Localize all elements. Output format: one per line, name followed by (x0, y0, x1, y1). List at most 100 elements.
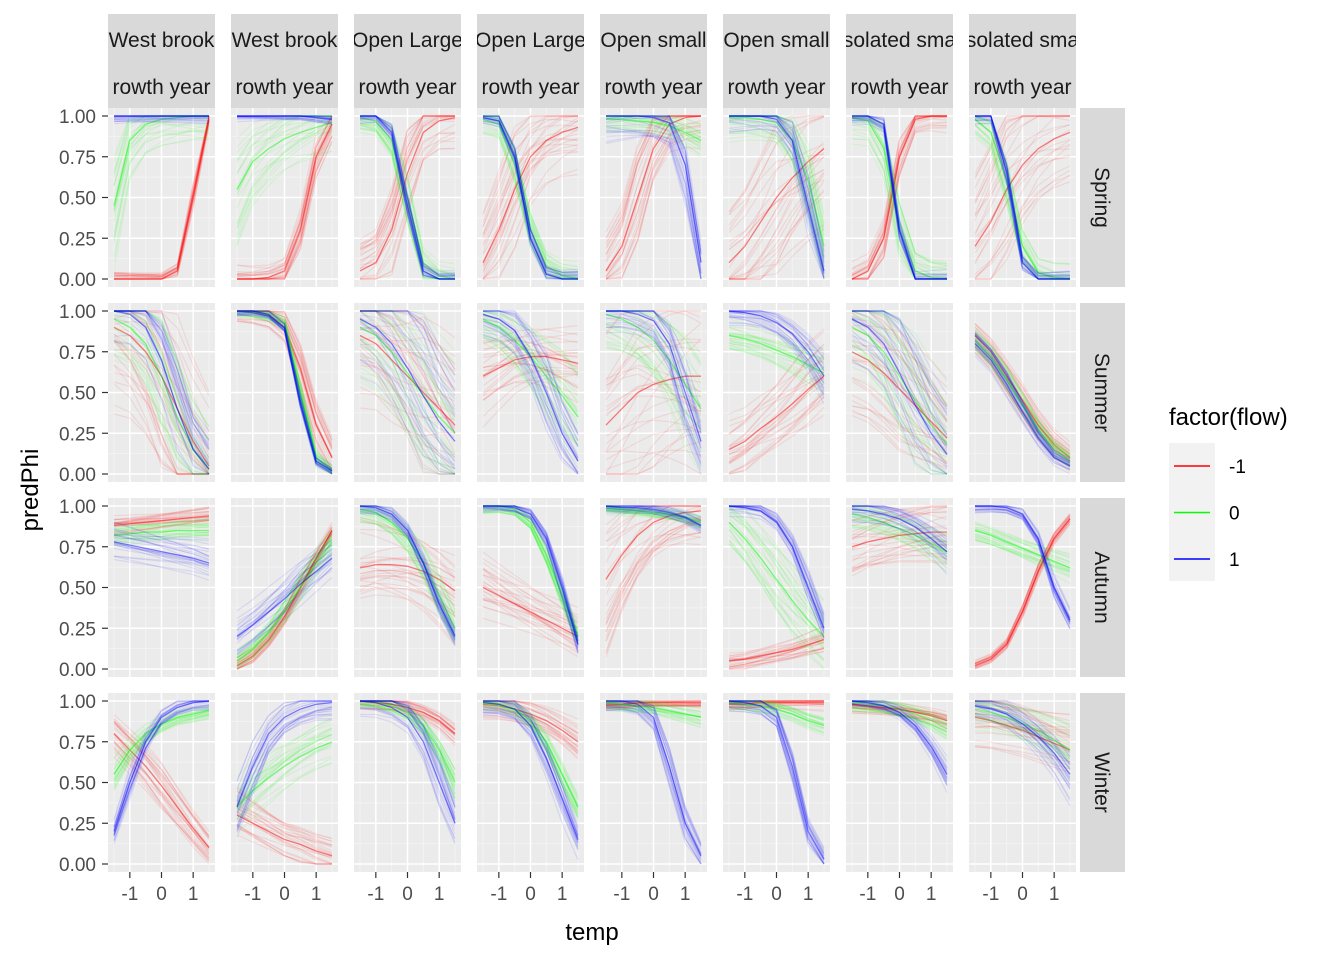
sample-line-flow--1 (359, 131, 456, 270)
sample-line-flow--1 (359, 565, 456, 627)
sample-line-flow--1 (728, 634, 825, 654)
sample-line-flow--1 (482, 374, 579, 428)
sample-line-flow-1 (114, 310, 210, 451)
sample-line-flow-0 (605, 347, 702, 430)
sample-line-flow--1 (113, 721, 210, 852)
sample-line-flow-0 (483, 115, 579, 268)
sample-line-flow-1 (113, 708, 210, 836)
sample-line-flow-0 (729, 700, 825, 726)
sample-line-flow-1 (236, 548, 333, 636)
sample-line-flow--1 (851, 310, 948, 406)
sample-line-flow-1 (482, 335, 579, 473)
sample-line-flow-1 (483, 700, 579, 844)
series-lines (728, 700, 825, 865)
series-line-flow-1 (729, 115, 825, 272)
sample-line-flow--1 (113, 751, 210, 860)
sample-line-flow--1 (482, 586, 579, 616)
sample-line-flow-1 (360, 505, 456, 634)
sample-line-flow--1 (482, 335, 579, 352)
sample-line-flow-1 (360, 700, 456, 795)
sample-line-flow--1 (728, 704, 825, 711)
sample-line-flow-1 (482, 510, 579, 646)
sample-line-flow--1 (605, 378, 702, 417)
sample-line-flow--1 (113, 115, 210, 280)
series-line-flow-0 (974, 529, 1071, 569)
sample-line-flow-0 (482, 312, 579, 415)
sample-line-flow--1 (974, 746, 1071, 763)
sample-line-flow-0 (728, 326, 825, 383)
sample-line-flow--1 (974, 181, 1071, 278)
sample-line-flow-0 (236, 541, 333, 670)
sample-line-flow-1 (359, 702, 456, 843)
sample-line-flow-0 (359, 372, 456, 431)
sample-line-flow-0 (605, 344, 702, 445)
sample-line-flow-1 (728, 710, 825, 864)
sample-line-flow-0 (851, 358, 948, 475)
sample-line-flow-1 (114, 310, 210, 450)
series-line-flow-1 (728, 505, 825, 629)
sample-line-flow-1 (236, 539, 333, 640)
sample-line-flow-1 (605, 325, 702, 457)
sample-line-flow-0 (482, 510, 579, 639)
sample-line-flow-1 (482, 315, 579, 448)
series-lines (482, 115, 579, 280)
sample-line-flow--1 (482, 594, 579, 658)
sample-line-flow--1 (728, 116, 825, 226)
sample-line-flow--1 (360, 310, 456, 376)
sample-line-flow-0 (974, 530, 1071, 571)
sample-line-flow--1 (482, 339, 579, 366)
sample-line-flow-1 (113, 534, 210, 558)
sample-line-flow-0 (728, 339, 825, 374)
sample-line-flow-0 (113, 138, 210, 257)
sample-line-flow-0 (729, 700, 825, 719)
sample-line-flow-1 (852, 700, 948, 775)
sample-line-flow--1 (113, 720, 210, 849)
sample-line-flow-0 (851, 700, 948, 735)
sample-line-flow-1 (483, 700, 579, 832)
sample-line-flow-0 (113, 313, 210, 475)
sample-line-flow--1 (728, 700, 825, 709)
sample-line-flow--1 (851, 554, 948, 560)
sample-line-flow--1 (851, 543, 948, 577)
strip-label-line2: rowth year (235, 76, 333, 99)
sample-line-flow--1 (974, 516, 1071, 665)
sample-line-flow-1 (482, 710, 579, 850)
sample-line-flow--1 (605, 126, 702, 277)
sample-line-flow-1 (605, 706, 702, 862)
sample-line-flow--1 (605, 519, 702, 658)
sample-line-flow-1 (852, 310, 948, 417)
sample-line-flow-1 (236, 544, 333, 612)
sample-line-flow--1 (482, 379, 579, 397)
sample-line-flow--1 (360, 310, 456, 370)
sample-line-flow-1 (483, 115, 579, 278)
sample-line-flow-1 (851, 319, 948, 436)
sample-line-flow--1 (605, 700, 701, 703)
sample-line-flow-0 (360, 310, 456, 401)
sample-line-flow--1 (605, 322, 702, 452)
sample-line-flow--1 (728, 706, 825, 711)
panel-r0-c6 (846, 108, 953, 287)
sample-line-flow-1 (113, 707, 210, 836)
sample-line-flow--1 (729, 146, 825, 280)
sample-line-flow-0 (113, 711, 210, 778)
sample-line-flow--1 (728, 388, 825, 475)
sample-line-flow-1 (974, 713, 1071, 799)
sample-line-flow-0 (236, 150, 333, 199)
sample-line-flow--1 (851, 394, 948, 465)
sample-line-flow--1 (114, 310, 210, 456)
sample-line-flow--1 (851, 344, 948, 439)
sample-line-flow-1 (236, 717, 333, 813)
sample-line-flow-0 (728, 702, 825, 734)
sample-line-flow-0 (728, 343, 825, 383)
sample-line-flow-0 (236, 733, 333, 806)
sample-line-flow-0 (851, 316, 948, 407)
series-lines (359, 310, 456, 475)
series-line-flow-0 (359, 116, 456, 280)
sample-line-flow--1 (606, 403, 702, 475)
sample-line-flow-0 (728, 335, 825, 354)
sample-line-flow--1 (113, 115, 210, 277)
sample-line-flow-1 (113, 116, 210, 119)
sample-line-flow-1 (113, 705, 210, 836)
sample-line-flow--1 (113, 506, 210, 524)
sample-line-flow-1 (851, 513, 948, 558)
